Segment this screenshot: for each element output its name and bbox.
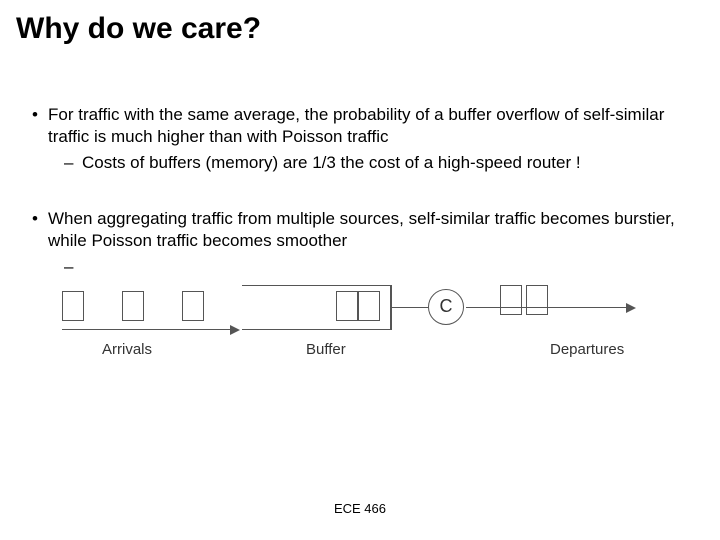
slide-footer: ECE 466 (0, 501, 720, 516)
buffer-outline (242, 285, 390, 287)
buffer-label: Buffer (306, 341, 346, 358)
bullet-text: For traffic with the same average, the p… (48, 104, 704, 148)
departures-arrow (466, 307, 628, 309)
packet-box (336, 291, 358, 321)
bullet-subitem: – (16, 256, 704, 278)
arrivals-arrow (62, 329, 232, 331)
packet-box (182, 291, 204, 321)
connector-line (390, 307, 428, 309)
server-node: C (428, 289, 464, 325)
departures-label: Departures (550, 341, 624, 358)
packet-box (122, 291, 144, 321)
buffer-outline (242, 329, 390, 331)
packet-box (500, 285, 522, 315)
bullet-item: • For traffic with the same average, the… (16, 104, 704, 148)
bullet-dash: – (64, 256, 82, 278)
packet-box (526, 285, 548, 315)
bullet-text: When aggregating traffic from multiple s… (48, 208, 704, 252)
arrow-head-icon (230, 325, 240, 335)
slide-title: Why do we care? (16, 12, 704, 46)
bullet-subtext: Costs of buffers (memory) are 1/3 the co… (82, 152, 581, 174)
bullet-item: • When aggregating traffic from multiple… (16, 208, 704, 252)
bullet-dot: • (32, 208, 48, 252)
packet-box (62, 291, 84, 321)
queue-diagram: C Arrivals Buffer Departures (48, 283, 648, 403)
bullet-dash: – (64, 152, 82, 174)
bullet-subitem: – Costs of buffers (memory) are 1/3 the … (16, 152, 704, 174)
arrivals-label: Arrivals (102, 341, 152, 358)
packet-box (358, 291, 380, 321)
bullet-list: • For traffic with the same average, the… (16, 104, 704, 279)
arrow-head-icon (626, 303, 636, 313)
bullet-dot: • (32, 104, 48, 148)
